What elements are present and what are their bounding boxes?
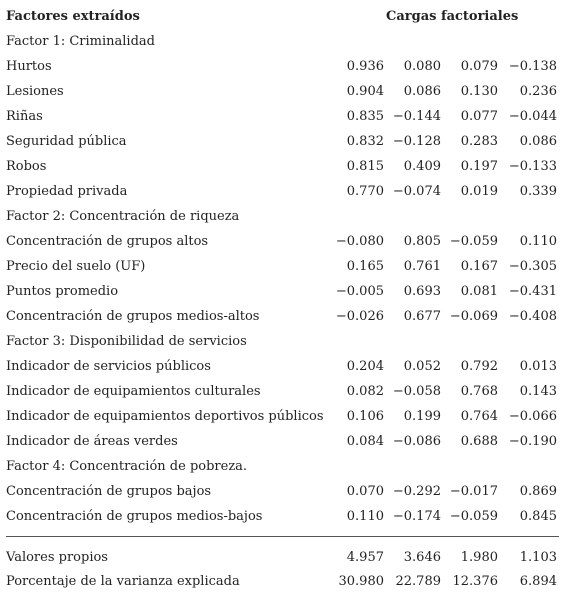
factor-title: Factor 1: Criminalidad	[6, 34, 155, 49]
row-label: Concentración de grupos altos	[6, 234, 209, 249]
loading-value: 0.792	[460, 359, 498, 374]
loading-value: 0.761	[403, 259, 441, 274]
loading-value: 0.167	[460, 259, 498, 274]
loading-value: −0.058	[392, 384, 441, 399]
loading-value: 0.236	[519, 84, 557, 99]
loading-value: 0.110	[346, 509, 384, 524]
loading-value: 1.103	[519, 550, 557, 565]
loading-value: −0.174	[392, 509, 441, 524]
loading-value: 0.832	[346, 134, 384, 149]
loading-value: 0.077	[460, 109, 498, 124]
loading-value: 0.019	[460, 184, 498, 199]
row-label: Indicador de servicios públicos	[6, 359, 211, 374]
loading-value: 0.165	[346, 259, 384, 274]
loading-value: 0.936	[346, 59, 384, 74]
loading-value: 30.980	[338, 574, 385, 589]
row-label: Precio del suelo (UF)	[6, 259, 146, 274]
row-label: Indicador de áreas verdes	[6, 434, 178, 449]
loading-value: 6.894	[519, 574, 557, 589]
loading-value: −0.292	[392, 484, 441, 499]
loading-value: −0.144	[392, 109, 441, 124]
loading-value: 0.084	[346, 434, 384, 449]
loading-value: 0.409	[403, 159, 441, 174]
loading-value: −0.059	[449, 234, 498, 249]
row-label: Indicador de equipamientos deportivos pú…	[6, 409, 324, 424]
loading-value: 0.768	[460, 384, 498, 399]
loading-value: −0.133	[508, 159, 557, 174]
loading-value: −0.044	[508, 109, 557, 124]
loading-value: 0.677	[403, 309, 441, 324]
loading-value: 1.980	[460, 550, 498, 565]
loading-value: −0.074	[392, 184, 441, 199]
row-label: Concentración de grupos bajos	[6, 484, 212, 499]
loading-value: 0.013	[519, 359, 557, 374]
loading-value: 0.081	[460, 284, 498, 299]
loading-value: 0.130	[460, 84, 498, 99]
loading-value: 0.835	[346, 109, 384, 124]
separator-line	[6, 536, 559, 537]
row-label: Lesiones	[6, 84, 64, 99]
loading-value: −0.138	[508, 59, 557, 74]
loading-value: 0.197	[460, 159, 498, 174]
loading-value: 0.693	[403, 284, 441, 299]
loading-value: 0.339	[519, 184, 557, 199]
row-label: Propiedad privada	[6, 184, 128, 199]
loading-value: −0.066	[508, 409, 557, 424]
loading-value: −0.086	[392, 434, 441, 449]
row-label: Concentración de grupos medios-bajos	[6, 509, 263, 524]
row-label: Puntos promedio	[6, 284, 119, 299]
header-loadings: Cargas factoriales	[386, 9, 519, 24]
loading-value: 0.283	[460, 134, 498, 149]
loading-value: 0.070	[346, 484, 384, 499]
loading-value: 0.082	[346, 384, 384, 399]
loading-value: 0.106	[346, 409, 384, 424]
loading-value: −0.080	[335, 234, 384, 249]
loading-value: 0.199	[403, 409, 441, 424]
row-label: Valores propios	[6, 550, 108, 565]
row-label: Robos	[6, 159, 47, 174]
row-label: Indicador de equipamientos culturales	[6, 384, 261, 399]
loading-value: −0.408	[508, 309, 557, 324]
loading-value: −0.026	[335, 309, 384, 324]
loading-value: 0.052	[403, 359, 441, 374]
loading-value: 0.845	[519, 509, 557, 524]
factor-title: Factor 2: Concentración de riqueza	[6, 209, 240, 224]
loading-value: 0.904	[346, 84, 384, 99]
factor-title: Factor 4: Concentración de pobreza.	[6, 459, 248, 474]
loading-value: 0.079	[460, 59, 498, 74]
row-label: Porcentaje de la varianza explicada	[6, 574, 240, 589]
loading-value: 12.376	[452, 574, 499, 589]
row-label: Concentración de grupos medios-altos	[6, 309, 260, 324]
loading-value: −0.431	[508, 284, 557, 299]
loading-value: 0.080	[403, 59, 441, 74]
loading-value: −0.059	[449, 509, 498, 524]
loading-value: 0.143	[519, 384, 557, 399]
loading-value: 22.789	[395, 574, 442, 589]
loading-value: −0.017	[449, 484, 498, 499]
row-label: Hurtos	[6, 59, 52, 74]
loading-value: 0.815	[346, 159, 384, 174]
loading-value: 0.764	[460, 409, 498, 424]
loading-value: 3.646	[403, 550, 441, 565]
loading-value: −0.305	[508, 259, 557, 274]
loading-value: 0.770	[346, 184, 384, 199]
loading-value: 0.086	[403, 84, 441, 99]
loading-value: −0.005	[335, 284, 384, 299]
row-label: Seguridad pública	[6, 134, 127, 149]
loading-value: 0.110	[519, 234, 557, 249]
loading-value: 0.869	[519, 484, 557, 499]
row-label: Riñas	[6, 109, 43, 124]
factor-title: Factor 3: Disponibilidad de servicios	[6, 334, 247, 349]
loading-value: −0.128	[392, 134, 441, 149]
loading-value: −0.190	[508, 434, 557, 449]
loading-value: 0.086	[519, 134, 557, 149]
header-variables: Factores extraídos	[6, 9, 140, 24]
loading-value: 0.688	[460, 434, 498, 449]
loading-value: 0.204	[346, 359, 384, 374]
loading-value: 4.957	[346, 550, 384, 565]
loading-value: 0.805	[403, 234, 441, 249]
loading-value: −0.069	[449, 309, 498, 324]
